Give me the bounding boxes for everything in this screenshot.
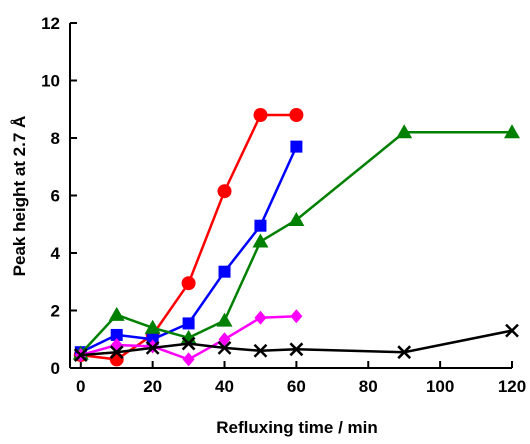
data-point	[110, 328, 123, 341]
data-point	[73, 348, 88, 362]
data-point	[288, 211, 305, 226]
data-point	[144, 319, 161, 334]
data-point-stroke	[505, 323, 519, 338]
data-point	[145, 340, 160, 355]
x-axis-title: Refluxing time / min	[216, 418, 378, 437]
data-point	[181, 276, 196, 291]
series-3	[72, 124, 520, 360]
data-point	[218, 332, 231, 347]
data-point-stroke	[217, 340, 232, 355]
series-line	[80, 329, 513, 357]
data-point	[217, 340, 232, 355]
axes: 0 20 40 60 80 100 120 0 2 4 6 8 10 12	[41, 14, 526, 396]
x-tick-label: 80	[359, 377, 378, 396]
data-point	[254, 310, 267, 325]
y-tick-label: 8	[51, 129, 60, 148]
data-point	[253, 343, 268, 358]
data-point	[289, 342, 304, 357]
data-point	[504, 124, 520, 139]
data-point	[182, 317, 195, 330]
data-point	[290, 309, 303, 324]
data-point-stroke	[145, 340, 160, 355]
data-point-stroke	[253, 343, 268, 358]
data-point	[182, 352, 195, 367]
data-point	[109, 345, 124, 360]
data-point	[109, 352, 124, 367]
x-tick-label: 120	[498, 377, 526, 396]
data-point	[146, 333, 159, 346]
x-tick-label: 60	[287, 377, 306, 396]
data-point	[252, 233, 269, 248]
y-tick-label: 10	[41, 72, 60, 91]
data-point-stroke	[397, 345, 412, 360]
data-point-stroke	[109, 345, 124, 360]
data-point	[289, 108, 304, 122]
data-point	[218, 265, 231, 278]
y-tick-label: 12	[41, 14, 60, 33]
data-point	[254, 219, 267, 232]
x-tick-label: 40	[215, 377, 234, 396]
data-point	[290, 140, 303, 153]
data-point	[108, 306, 125, 321]
data-point-stroke	[181, 336, 196, 351]
series-2	[74, 140, 303, 359]
data-point	[505, 323, 519, 338]
y-tick-label: 2	[51, 302, 60, 321]
data-point	[397, 345, 412, 360]
data-point	[396, 124, 413, 139]
y-tick-label: 6	[51, 187, 60, 206]
x-tick-label: 20	[143, 377, 162, 396]
y-tick-label: 0	[51, 359, 60, 378]
x-tick-label: 100	[426, 377, 454, 396]
data-point	[216, 312, 233, 327]
y-tick-label: 4	[51, 244, 61, 263]
data-point	[253, 108, 268, 122]
data-point	[217, 184, 232, 199]
data-point-stroke	[73, 348, 88, 362]
x-tick-label: 0	[76, 377, 85, 396]
series-layer	[72, 108, 520, 367]
data-point	[181, 336, 196, 351]
series-5	[73, 323, 519, 362]
y-axis-title: Peak height at 2.7 Å	[10, 116, 29, 277]
data-point-stroke	[289, 342, 304, 357]
